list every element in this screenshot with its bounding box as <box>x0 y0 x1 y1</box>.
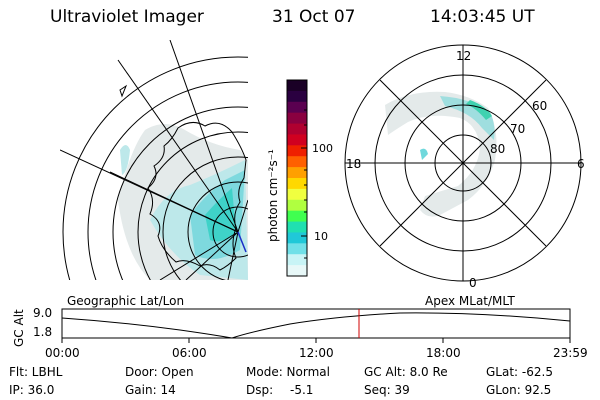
timeline-ytick-high: 9.0 <box>33 306 53 320</box>
colorbar-segment <box>287 254 307 266</box>
colorbar-segment <box>287 178 307 190</box>
timeline-frame <box>61 308 571 339</box>
polar-spokes <box>345 45 581 281</box>
timeline-xtick-3: 18:00 <box>426 346 461 360</box>
timeline-xtick-2: 12:00 <box>299 346 334 360</box>
colorbar-segment <box>287 123 307 135</box>
footer-mode: Mode: Normal <box>246 365 330 379</box>
footer-glon: GLon: 92.5 <box>486 383 552 397</box>
footer-dsp: Dsp: <box>246 383 274 397</box>
geographic-map <box>60 40 248 280</box>
colorbar-segment <box>287 199 307 212</box>
footer-gain: Gain: 14 <box>125 383 176 397</box>
colorbar-segment <box>287 210 307 223</box>
colorbar-segment <box>287 156 307 168</box>
polar-label-12: 12 <box>456 49 471 63</box>
polar-bright <box>466 100 492 120</box>
meridian-lines <box>60 40 248 280</box>
polar-label-0: 0 <box>469 276 477 290</box>
terminator-line <box>237 231 247 253</box>
time-label: 14:03:45 UT <box>430 7 535 27</box>
timeline-left-title: Geographic Lat/Lon <box>67 294 185 308</box>
polar-lat-80: 80 <box>490 142 505 156</box>
colorbar-segment <box>287 243 307 255</box>
polar-lat-60: 60 <box>532 99 547 113</box>
colorbar-segment <box>287 221 307 233</box>
polar-haze <box>385 91 497 217</box>
footer-dsp-value: -5.1 <box>290 383 314 397</box>
footer-door: Door: Open <box>125 365 194 379</box>
colorbar-segment <box>287 232 307 244</box>
instrument-title: Ultraviolet Imager <box>50 7 204 27</box>
footer-ip: IP: 36.0 <box>9 383 55 397</box>
polar-label-18: 18 <box>346 157 361 171</box>
timeline-axis-label: GC Alt <box>12 309 26 347</box>
colorbar-segment <box>287 167 307 179</box>
colorbar-segment <box>287 90 307 103</box>
colorbar-ticks <box>301 109 307 259</box>
timeline-ytick-low: 1.8 <box>33 325 53 339</box>
polar-aurora <box>385 91 497 217</box>
timeline-xtick-1: 06:00 <box>172 346 207 360</box>
timeline-xtick-0: 00:00 <box>45 346 80 360</box>
timeline-panel: GC Alt <box>12 308 571 347</box>
footer-filter: Flt: LBHL <box>9 365 63 379</box>
timeline-right-title: Apex MLat/MLT <box>425 294 515 308</box>
colorbar-segment <box>287 145 307 157</box>
footer-glat: GLat: -62.5 <box>486 365 553 379</box>
colorbar-segment <box>287 112 307 125</box>
colorbar-segment <box>287 80 307 92</box>
footer-seq: Seq: 39 <box>364 383 410 397</box>
latitude-circles <box>62 56 248 280</box>
footer-gc-alt: GC Alt: 8.0 Re <box>364 365 448 379</box>
polar-lat-70: 70 <box>510 122 525 136</box>
colorbar-tick-10: 10 <box>314 230 328 243</box>
altitude-curve <box>61 312 571 339</box>
date-label: 31 Oct 07 <box>272 7 356 27</box>
colorbar-segment <box>287 101 307 114</box>
polar-map: 12 6 18 0 60 70 80 <box>344 44 585 290</box>
colorbar-segment <box>287 265 307 277</box>
timeline-ticks <box>61 338 571 343</box>
colorbar-tick-100: 100 <box>312 142 333 155</box>
colorbar-segment <box>287 134 307 146</box>
colorbar-frame <box>286 79 308 277</box>
polar-label-6: 6 <box>577 157 585 171</box>
colorbar <box>287 80 307 277</box>
aurora-patch <box>120 145 130 175</box>
island-outline <box>119 84 128 98</box>
timeline-xtick-4: 23:59 <box>553 346 588 360</box>
coastline <box>147 122 247 271</box>
colorbar-unit-label: photon cm⁻²s⁻¹ <box>266 149 280 242</box>
polar-patch <box>420 148 428 160</box>
colorbar-segment <box>287 188 307 201</box>
